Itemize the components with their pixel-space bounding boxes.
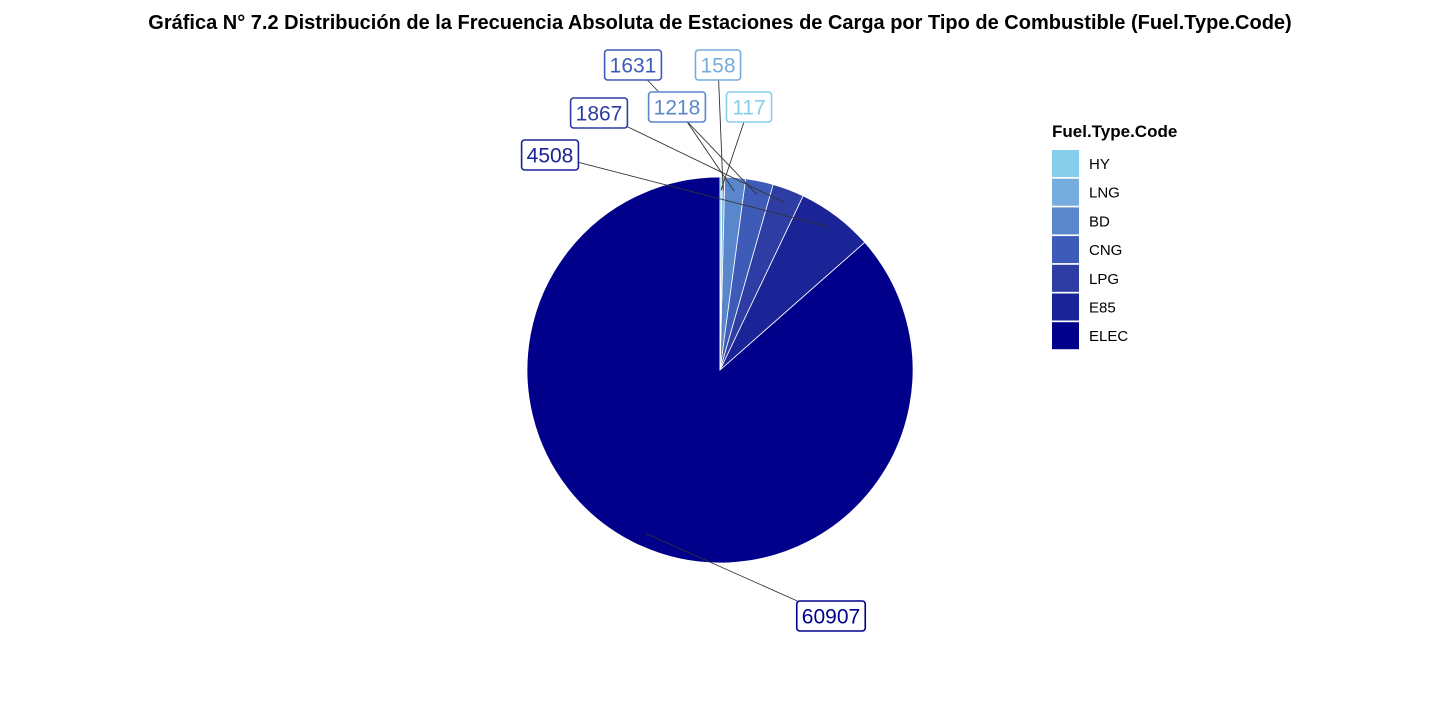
legend-swatch bbox=[1052, 236, 1079, 264]
data-label-box bbox=[603, 49, 663, 81]
data-label-value: 1631 bbox=[610, 55, 657, 78]
leader-line-hy bbox=[720, 121, 745, 191]
data-label-value: 158 bbox=[700, 55, 735, 78]
data-label-lpg: 1867 bbox=[569, 97, 629, 129]
legend-item-lng: LNG bbox=[1052, 178, 1120, 206]
data-label-box bbox=[725, 91, 773, 123]
legend-swatch bbox=[1052, 264, 1079, 292]
legend-label: E85 bbox=[1089, 300, 1116, 317]
legend: Fuel.Type.Code HY LNG BD CNG LPG E85 ELEC bbox=[1052, 122, 1177, 350]
data-label-box bbox=[694, 49, 742, 81]
pie-slices bbox=[526, 176, 914, 564]
data-label-bd: 1218 bbox=[647, 91, 707, 123]
data-label-lng: 158 bbox=[694, 49, 742, 81]
legend-item-bd: BD bbox=[1052, 207, 1110, 235]
data-label-box bbox=[647, 91, 707, 123]
legend-title: Fuel.Type.Code bbox=[1052, 122, 1177, 141]
leader-line-lng bbox=[718, 79, 724, 191]
data-label-cng: 1631 bbox=[603, 49, 663, 81]
chart-title: Gráfica N° 7.2 Distribución de la Frecue… bbox=[148, 12, 1291, 34]
pie-slice-elec bbox=[526, 176, 914, 564]
data-label-box bbox=[569, 97, 629, 129]
legend-label: ELEC bbox=[1089, 328, 1128, 345]
legend-label: HY bbox=[1089, 156, 1110, 173]
legend-label: LPG bbox=[1089, 271, 1119, 288]
legend-label: CNG bbox=[1089, 242, 1122, 259]
data-label-value: 4508 bbox=[527, 145, 574, 168]
legend-label: BD bbox=[1089, 213, 1110, 230]
legend-item-elec: ELEC bbox=[1052, 322, 1128, 350]
pie-slice-hy bbox=[719, 176, 723, 371]
legend-item-lpg: LPG bbox=[1052, 264, 1119, 292]
legend-item-hy: HY bbox=[1052, 150, 1110, 177]
legend-swatch bbox=[1052, 150, 1079, 177]
data-label-value: 1218 bbox=[654, 97, 701, 120]
data-label-e85: 4508 bbox=[520, 139, 580, 171]
leader-line-e85 bbox=[578, 161, 829, 228]
leader-line-lpg bbox=[627, 126, 784, 203]
data-label-box bbox=[520, 139, 580, 171]
legend-swatch bbox=[1052, 322, 1079, 350]
data-label-value: 60907 bbox=[802, 606, 860, 629]
data-label-value: 117 bbox=[732, 97, 765, 120]
data-label-box bbox=[795, 600, 867, 632]
data-label-hy: 117 bbox=[725, 91, 773, 123]
data-label-elec: 60907 bbox=[795, 600, 867, 632]
leader-line-bd bbox=[686, 121, 735, 192]
legend-swatch bbox=[1052, 293, 1079, 321]
data-label-value: 1867 bbox=[576, 103, 623, 126]
leader-line-elec bbox=[645, 533, 798, 602]
legend-item-e85: E85 bbox=[1052, 293, 1116, 321]
legend-swatch bbox=[1052, 178, 1079, 206]
legend-item-cng: CNG bbox=[1052, 236, 1122, 264]
label-leader-lines bbox=[578, 79, 829, 602]
legend-swatch bbox=[1052, 207, 1079, 235]
legend-label: LNG bbox=[1089, 185, 1120, 202]
